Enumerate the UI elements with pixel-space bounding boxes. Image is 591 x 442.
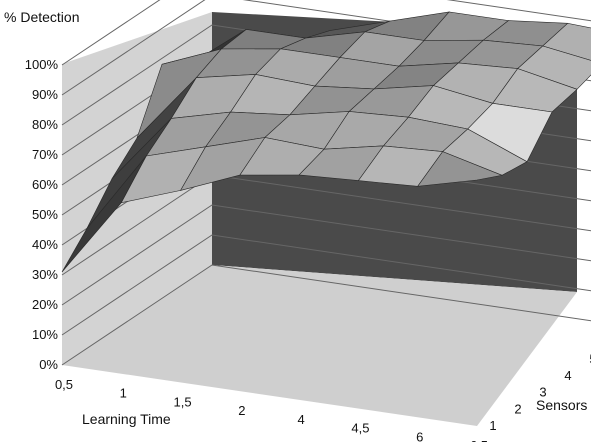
tick-label: 2	[514, 401, 521, 416]
tick-label: 20%	[32, 297, 58, 312]
tick-label: 40%	[32, 237, 58, 252]
tick-label: 100%	[25, 57, 59, 72]
tick-labels: 0% 10% 20% 30% 40% 50% 60% 70% 80% 90% 100% 0,5 1 1,5…	[25, 57, 591, 442]
y-axis-title: Sensors	[536, 397, 587, 413]
gridline	[61, 264, 591, 366]
tick-label: 0%	[39, 357, 58, 372]
x-axis-title: Learning Time	[82, 411, 171, 427]
tick-label: 1	[489, 418, 496, 433]
surface-mesh	[61, 11, 591, 273]
tick-label: 50%	[32, 207, 58, 222]
gridline	[61, 234, 591, 336]
gridline	[61, 204, 591, 306]
tick-label: 1	[120, 386, 127, 401]
tick-label: 70%	[32, 147, 58, 162]
tick-label: 60%	[32, 177, 58, 192]
gridline	[61, 0, 591, 66]
tick-label: 1,5	[174, 394, 192, 409]
tick-label: 0,5	[55, 377, 73, 392]
tick-label: 80%	[32, 117, 58, 132]
tick-label: 5	[589, 351, 591, 366]
tick-label: 2	[238, 403, 245, 418]
tick-label: 6	[416, 429, 423, 442]
floor	[62, 265, 577, 426]
tick-label: 3	[539, 385, 546, 400]
tick-label: 90%	[32, 87, 58, 102]
surface-cell	[417, 151, 504, 187]
tick-label: 4,5	[351, 421, 369, 436]
tick-label: 4	[564, 368, 571, 383]
tick-label: 4	[298, 412, 305, 427]
tick-label: 6,5	[470, 438, 488, 442]
tick-label: 10%	[32, 327, 58, 342]
z-axis-title: % Detection	[4, 9, 79, 25]
tick-label: 30%	[32, 267, 58, 282]
